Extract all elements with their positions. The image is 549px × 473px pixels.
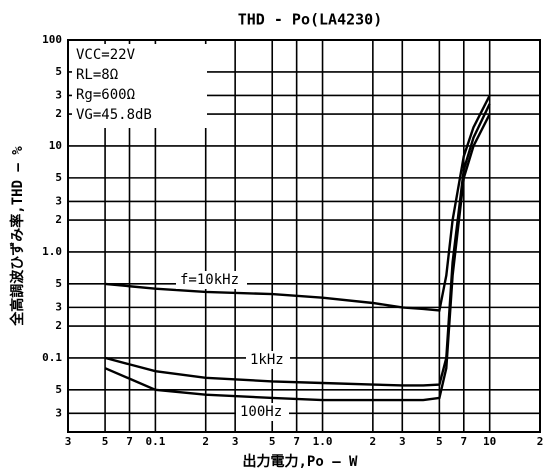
x-tick-label: 7	[460, 435, 467, 448]
y-tick-label: 10	[49, 139, 62, 152]
x-tick-label: 2	[537, 435, 544, 448]
series-label: f=10kHz	[180, 272, 239, 288]
x-tick-label: 7	[126, 435, 133, 448]
y-tick-label: 5	[55, 171, 62, 184]
annotation: RL=8Ω	[76, 67, 118, 83]
annotation: Rg=600Ω	[76, 87, 135, 103]
x-tick-label: 10	[483, 435, 496, 448]
series-label: 1kHz	[250, 352, 284, 368]
x-tick-label: 3	[65, 435, 72, 448]
y-tick-label: 3	[55, 406, 62, 419]
series-label-bg	[236, 403, 289, 421]
y-tick-label: 5	[55, 277, 62, 290]
x-tick-label: 1.0	[313, 435, 333, 448]
data-line	[104, 113, 491, 402]
x-tick-label: 3	[399, 435, 406, 448]
x-tick-label: 7	[293, 435, 300, 448]
x-tick-label: 2	[370, 435, 377, 448]
y-tick-label: 2	[55, 319, 62, 332]
y-tick-label: 3	[55, 194, 62, 207]
y-tick-label: 5	[55, 383, 62, 396]
y-tick-label: 1.0	[42, 245, 62, 258]
series-label-bg	[176, 271, 247, 289]
annotation: VG=45.8dB	[76, 107, 152, 123]
series-label-bg	[246, 351, 290, 369]
y-tick-label: 2	[55, 107, 62, 120]
chart-title: THD - Po(LA4230)	[238, 11, 383, 29]
x-tick-label: 2	[202, 435, 209, 448]
x-axis-label: 出力電力,Po — W	[242, 453, 358, 470]
annotation-box	[72, 44, 207, 128]
x-tick-label: 5	[436, 435, 443, 448]
y-tick-label: 3	[55, 88, 62, 101]
x-tick-label: 3	[232, 435, 239, 448]
y-tick-label: 2	[55, 213, 62, 226]
series-label: 100Hz	[240, 404, 282, 420]
y-tick-label: 3	[55, 300, 62, 313]
x-tick-label: 0.1	[145, 435, 165, 448]
y-tick-label: 0.1	[42, 351, 62, 364]
y-tick-label: 5	[55, 65, 62, 78]
y-tick-label: 100	[42, 33, 62, 46]
x-tick-label: 5	[102, 435, 109, 448]
y-axis-label: 全高調波ひずみ率,THD — %	[9, 146, 26, 327]
annotation: VCC=22V	[76, 47, 136, 63]
x-tick-label: 5	[269, 435, 276, 448]
data-line	[104, 94, 491, 312]
